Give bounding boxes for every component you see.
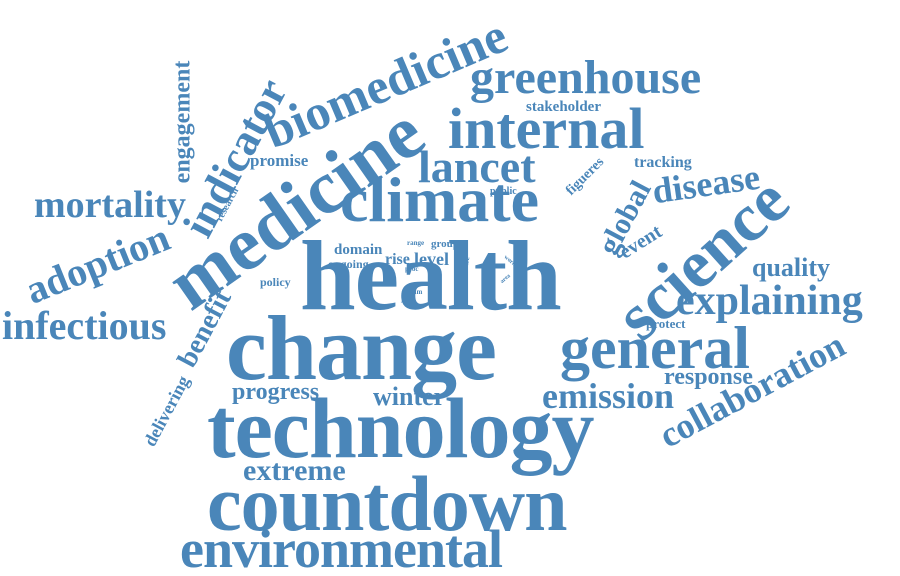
word-countdown: countdown	[207, 460, 567, 547]
word-quality: quality	[752, 253, 831, 282]
word-tracking: tracking	[634, 154, 692, 171]
word-public: public	[490, 186, 517, 197]
word-internal: internal	[448, 96, 645, 161]
word-proc: proc	[405, 265, 419, 273]
word-ongoing: ongoing	[328, 257, 369, 271]
word-extreme: extreme	[243, 454, 346, 487]
word-explaining: explaining	[676, 278, 863, 324]
word-policy: policy	[260, 275, 291, 289]
word-range: range	[407, 239, 425, 247]
word-engagement: engagement	[169, 60, 196, 184]
word-infectious: infectious	[2, 303, 167, 348]
word-level: level	[414, 249, 449, 269]
word-technology: technology	[207, 380, 595, 476]
word-rise: rise	[385, 251, 410, 268]
word-environmental: environmental	[180, 519, 503, 576]
word-aim: aim	[411, 288, 423, 296]
word-join: join	[401, 295, 413, 303]
word-progress: progress	[232, 379, 320, 405]
word-general: general	[560, 315, 750, 381]
word-mortality: mortality	[34, 184, 186, 226]
word-winter: winter	[373, 382, 446, 411]
word-emission: emission	[542, 376, 675, 416]
word-lancet: lancet	[418, 141, 536, 192]
word-adoption: adoption	[18, 214, 176, 313]
word-response: response	[664, 364, 753, 390]
word-change: change	[226, 297, 497, 399]
word-greenhouse: greenhouse	[470, 51, 702, 104]
word-health: health	[300, 220, 562, 331]
word-figueres: figueres	[563, 154, 608, 199]
word-group: group	[431, 238, 459, 250]
word-promise: promise	[250, 151, 309, 170]
word-climate: climate	[340, 164, 539, 235]
word-domain: domain	[334, 242, 383, 258]
word-stakeholder: stakeholder	[526, 99, 601, 115]
word-delivering: delivering	[139, 372, 194, 450]
word-protect: protect	[646, 316, 686, 331]
